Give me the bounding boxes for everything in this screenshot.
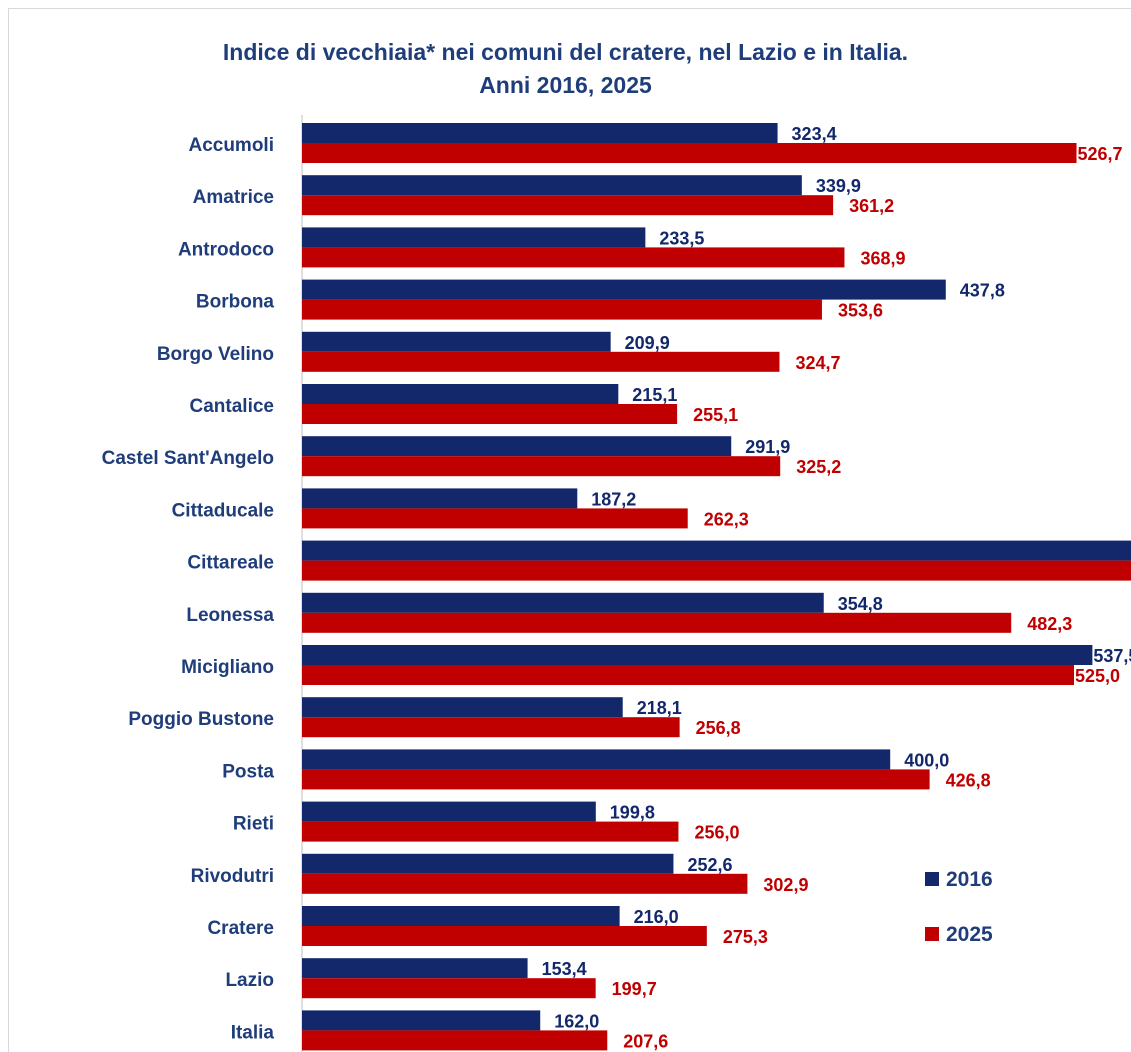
data-label-2016: 218,1 [637,698,682,718]
bar-2016 [302,227,646,248]
category-label: Cittareale [187,553,274,574]
bar-2016 [302,488,578,509]
data-label-2025: 353,6 [838,301,883,321]
data-label-2025: 368,9 [860,248,905,268]
bar-2025 [302,612,1012,633]
data-label-2016: 354,8 [838,594,883,614]
data-label-2025: 275,3 [723,927,768,947]
bar-2025 [302,247,845,268]
bar-2016 [302,801,596,822]
category-label: Micigliano [181,657,274,678]
data-label-2025: 482,3 [1027,614,1072,634]
category-label: Antrodoco [178,239,274,260]
data-label-2016: 323,4 [792,124,837,144]
category-label: Cantalice [190,396,274,417]
data-label-2025: 361,2 [849,196,894,216]
category-label: Posta [222,761,274,782]
bar-2025 [302,560,1131,581]
bar-2025 [302,143,1077,163]
category-label: Rivodutri [191,866,274,887]
data-label-2025: 325,2 [796,457,841,477]
data-label-2025: 199,7 [612,979,657,999]
data-label-2025: 302,9 [763,875,808,895]
data-label-2016: 400,0 [904,750,949,770]
bar-2016 [302,853,674,874]
data-label-2025: 426,8 [946,770,991,790]
bar-2025 [302,404,678,424]
category-label: Castel Sant'Angelo [102,448,274,469]
data-label-2025: 255,1 [693,405,738,425]
data-label-2016: 291,9 [745,437,790,457]
bar-2025 [302,456,781,477]
bar-2025 [302,1030,608,1051]
bar-2025 [302,873,748,894]
data-label-2025: 324,7 [795,353,840,373]
data-label-2016: 216,0 [634,907,679,927]
bar-2016 [302,175,802,196]
category-label: Cittaducale [172,500,274,521]
bar-2025 [302,769,930,790]
bar-2016 [302,645,1093,665]
data-label-2016: 199,8 [610,803,655,823]
bar-2016 [302,1010,541,1031]
data-label-2016: 162,0 [554,1011,599,1031]
data-label-2025: 256,0 [694,823,739,843]
category-label: Borgo Velino [157,344,274,365]
chart-title: Indice di vecchiaia* nei comuni del crat… [222,39,909,65]
data-label-2016: 187,2 [591,489,636,509]
data-label-2016: 437,8 [960,281,1005,301]
bar-2016 [302,279,946,300]
bar-2016 [302,592,824,613]
bar-2016 [302,384,619,404]
bar-2025 [302,717,680,738]
data-label-2016: 209,9 [625,333,670,353]
bar-2016 [302,697,623,718]
legend-swatch-2016 [925,872,939,886]
data-label-2016: 215,1 [632,385,677,405]
bar-2016 [302,436,732,457]
data-label-2016: 233,5 [659,228,704,248]
bar-2016 [302,906,620,926]
category-label: Leonessa [186,605,274,626]
data-label-2025: 262,3 [704,509,749,529]
data-label-2016: 252,6 [687,855,732,875]
data-label-2025: 207,6 [623,1031,668,1051]
chart-subtitle: Anni 2016, 2025 [479,72,652,98]
bar-2016 [302,331,611,352]
data-label-2016: 537,5 [1093,646,1131,666]
bar-2016 [302,958,528,979]
bar-2016 [302,540,1131,561]
chart-frame [8,8,1131,1052]
bar-2025 [302,299,822,320]
category-label: Amatrice [193,187,274,208]
bar-2025 [302,926,707,946]
category-label: Italia [231,1022,275,1043]
legend-label-2025: 2025 [946,923,993,946]
data-label-2025: 256,8 [696,718,741,738]
bar-2025 [302,195,834,216]
category-label: Cratere [207,918,274,939]
bar-2025 [302,665,1075,685]
bar-2025 [302,978,596,999]
legend-label-2016: 2016 [946,868,993,891]
data-label-2016: 339,9 [816,176,861,196]
category-label: Lazio [225,970,274,991]
bar-2025 [302,821,679,842]
bar-2016 [302,749,891,770]
category-label: Accumoli [188,135,274,156]
data-label-2016: 153,4 [542,959,587,979]
category-label: Poggio Bustone [128,709,274,730]
category-label: Borbona [196,292,275,313]
data-label-2025: 526,7 [1078,144,1123,164]
legend-swatch-2025 [925,927,939,941]
bar-2025 [302,508,688,529]
data-label-2025: 525,0 [1075,666,1120,686]
bar-2025 [302,351,780,372]
category-label: Rieti [233,814,274,835]
bar-2016 [302,123,778,143]
